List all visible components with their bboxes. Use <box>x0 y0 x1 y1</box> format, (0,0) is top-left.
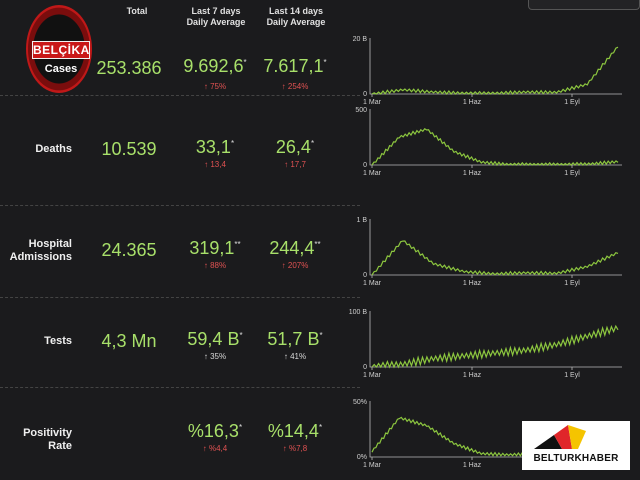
y-min-label: 0% <box>357 454 367 461</box>
y-min-label: 0 <box>363 162 367 169</box>
metric-row: Positivity Rate %16,3* ↑ %4,4 %14,4* ↑ %… <box>0 387 640 480</box>
x-tick-label: 1 Haz <box>463 280 482 287</box>
row-separator <box>0 95 360 96</box>
x-tick-label: 1 Eyl <box>564 99 580 106</box>
metric-row: 253.386 9.692,6* ↑ 75% 7.617,1* ↑ 254% 2… <box>0 0 640 106</box>
line-chart: 500 01 Mar 1 Haz 1 Eyl <box>355 107 622 177</box>
x-tick-label: 1 Mar <box>363 170 382 177</box>
x-tick-label: 1 Eyl <box>564 372 580 379</box>
series-line <box>371 240 619 276</box>
y-max-label: 50% <box>353 399 367 406</box>
metric-label: Hospital Admissions <box>9 238 72 263</box>
metric-total: 253.386 <box>96 58 162 78</box>
metric-change14: ↑ 207% <box>281 261 309 270</box>
belturkhaber-logo-icon <box>534 425 586 449</box>
row-separator <box>0 387 360 388</box>
y-max-label: 1 B <box>356 217 367 224</box>
metric-avg7: 319,1** <box>189 238 241 258</box>
x-tick-label: 1 Haz <box>463 170 482 177</box>
chart-axis <box>369 38 622 95</box>
metric-label: Positivity Rate <box>23 426 72 452</box>
metric-row: Hospital Admissions 24.365 319,1** ↑ 88% … <box>0 205 640 297</box>
metric-avg14: %14,4* <box>267 420 323 441</box>
metric-total: 4,3 Mn <box>101 331 157 351</box>
line-chart: 100 B 01 Mar 1 Haz 1 Eyl <box>349 309 622 379</box>
belturkhaber-watermark: BELTURKHABER <box>522 421 630 470</box>
metric-change7: ↑ 75% <box>203 82 227 91</box>
header-last14: Last 14 days Daily Average <box>266 6 326 27</box>
watermark-text: BELTURKHABER <box>533 453 619 464</box>
metric-row: Tests 4,3 Mn 59,4 B* ↑ 35% 51,7 B* ↑ 41%… <box>0 297 640 387</box>
metric-label: Tests <box>44 335 72 347</box>
y-max-label: 100 B <box>349 309 368 316</box>
country-logo: BELÇİKA Cases <box>22 3 92 95</box>
x-tick-label: 1 Mar <box>363 462 382 469</box>
metric-change14: ↑ 17,7 <box>284 160 306 169</box>
y-max-label: 500 <box>355 107 367 114</box>
metric-avg14: 26,4* <box>275 137 315 157</box>
metric-total: 10.539 <box>101 139 157 159</box>
metric-change14: ↑ 254% <box>281 82 309 91</box>
y-max-label: 20 B <box>353 36 368 43</box>
metric-chart: 500 0 1 Mar 1 Haz 1 Eyl <box>340 103 640 183</box>
x-tick-label: 1 Mar <box>363 99 382 106</box>
y-min-label: 0 <box>363 364 367 371</box>
series-line <box>371 46 619 96</box>
series-line <box>371 128 619 167</box>
chart-axis <box>369 311 622 368</box>
metric-total: 24.365 <box>101 240 157 260</box>
metric-change7: ↑ %4,4 <box>202 443 228 453</box>
header-total: Total <box>126 6 148 16</box>
metric-change14: ↑ 41% <box>283 352 307 361</box>
series-line <box>371 324 619 369</box>
metric-change14: ↑ %7,8 <box>282 443 308 453</box>
header-last7: Last 7 days Daily Average <box>186 6 246 27</box>
y-min-label: 0 <box>363 91 367 98</box>
chart-axis <box>369 109 622 166</box>
x-tick-label: 1 Mar <box>363 372 382 379</box>
x-tick-label: 1 Haz <box>463 99 482 106</box>
metric-avg7: 59,4 B* <box>187 329 243 349</box>
line-chart: 20 B 01 Mar 1 Haz 1 Eyl <box>353 36 622 106</box>
metric-change7: ↑ 35% <box>203 352 227 361</box>
x-tick-label: 1 Haz <box>463 462 482 469</box>
y-min-label: 0 <box>363 272 367 279</box>
logo-cases-label: Cases <box>44 63 78 75</box>
x-tick-label: 1 Haz <box>463 372 482 379</box>
metric-avg7: 33,1* <box>195 137 235 157</box>
metric-avg14: 244,4** <box>269 238 321 258</box>
metric-change7: ↑ 88% <box>203 261 227 270</box>
row-separator <box>0 297 360 298</box>
row-separator <box>0 205 360 206</box>
metric-avg7: 9.692,6* <box>183 56 247 76</box>
x-tick-label: 1 Eyl <box>564 280 580 287</box>
metric-avg7: %16,3* <box>187 420 243 441</box>
x-tick-label: 1 Mar <box>363 280 382 287</box>
logo-country-badge: BELÇİKA <box>32 41 90 59</box>
chart-axis <box>369 219 622 276</box>
metric-change7: ↑ 13,4 <box>204 160 226 169</box>
metric-label: Deaths <box>35 143 72 155</box>
metric-avg14: 7.617,1* <box>263 56 327 76</box>
line-chart: 1 B 01 Mar 1 Haz 1 Eyl <box>356 217 622 287</box>
metric-row: Deaths 10.539 33,1* ↑ 13,4 26,4* ↑ 17,7 … <box>0 95 640 205</box>
x-tick-label: 1 Eyl <box>564 170 580 177</box>
metric-avg14: 51,7 B* <box>267 329 323 349</box>
